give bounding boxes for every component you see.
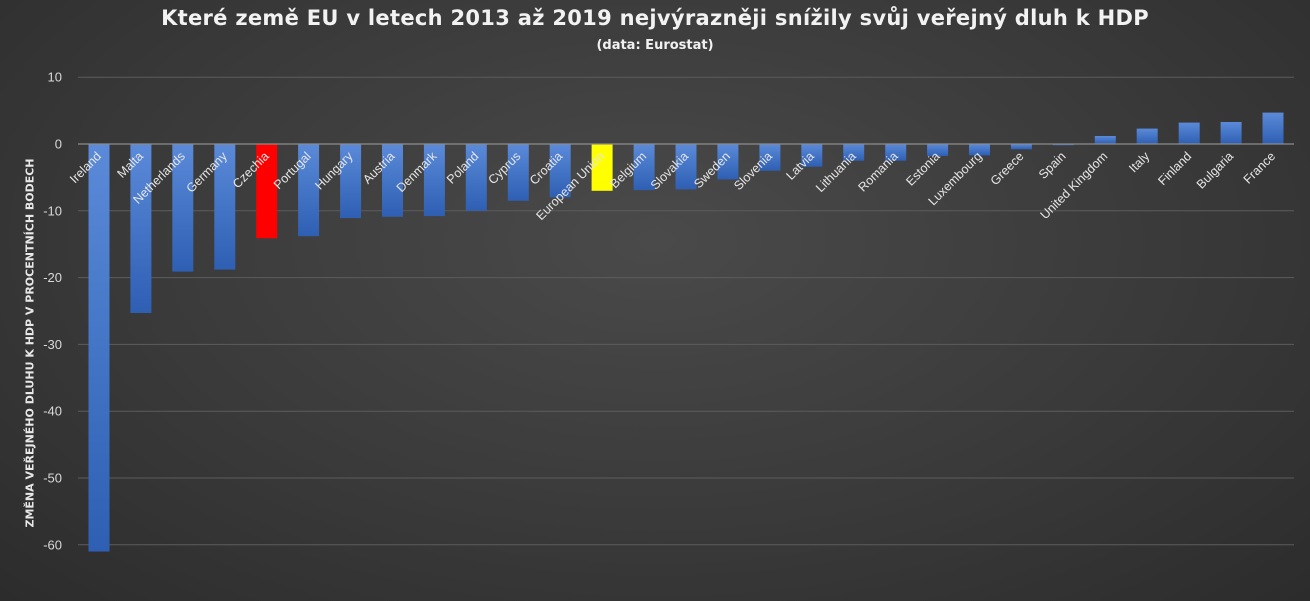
- y-tick-label: -20: [43, 270, 62, 285]
- category-label: Bulgaria: [1194, 149, 1236, 191]
- bar-austria: [382, 144, 403, 217]
- chart-title: Které země EU v letech 2013 až 2019 nejv…: [161, 6, 1149, 30]
- bar-latvia: [801, 144, 823, 167]
- bar-italy: [1136, 128, 1158, 144]
- bar-france: [1262, 112, 1284, 144]
- y-tick-label: 10: [48, 70, 62, 85]
- bar-czechia: [256, 144, 278, 239]
- bar-germany: [214, 144, 236, 270]
- category-label: Finland: [1155, 149, 1194, 188]
- bar-portugal: [298, 144, 320, 237]
- y-tick-label: -40: [43, 404, 62, 419]
- bar-cyprus: [507, 144, 529, 201]
- bar-belgium: [633, 144, 655, 191]
- bar-slovakia: [675, 144, 697, 190]
- category-label: Greece: [988, 149, 1027, 188]
- bar-bulgaria: [1220, 122, 1242, 144]
- y-tick-label: -10: [43, 203, 62, 218]
- bar-netherlands: [172, 144, 194, 272]
- bar-finland: [1178, 122, 1200, 144]
- bar-malta: [130, 144, 152, 313]
- y-tick-label: 0: [55, 137, 62, 152]
- bar-ireland: [88, 144, 110, 552]
- bar-sweden: [717, 144, 739, 180]
- bar-romania: [885, 144, 907, 161]
- bars: [88, 112, 1284, 552]
- bar-luxembourg: [969, 144, 990, 156]
- bar-slovenia: [759, 144, 781, 171]
- bar-united-kingdom: [1094, 136, 1116, 144]
- category-label: Italy: [1126, 149, 1153, 176]
- y-tick-label: -50: [43, 471, 62, 486]
- gridlines: [78, 76, 1294, 546]
- bar-european-union: [591, 144, 613, 191]
- bar-spain: [1052, 144, 1074, 146]
- bar-greece: [1010, 144, 1032, 150]
- bar-denmark: [423, 144, 445, 217]
- bar-croatia: [549, 144, 571, 198]
- bar-hungary: [340, 144, 362, 219]
- category-label: France: [1241, 149, 1278, 186]
- bar-estonia: [927, 144, 949, 156]
- y-tick-label: -60: [43, 537, 62, 552]
- y-axis-ticks: 10 0 -10 -20 -30 -40 -50 -60: [43, 70, 62, 553]
- category-label: Estonia: [903, 149, 942, 188]
- bar-poland: [465, 144, 487, 211]
- y-tick-label: -30: [43, 337, 62, 352]
- bar-lithuania: [843, 144, 865, 161]
- chart-subtitle: (data: Eurostat): [596, 38, 714, 53]
- category-label: Spain: [1036, 149, 1069, 182]
